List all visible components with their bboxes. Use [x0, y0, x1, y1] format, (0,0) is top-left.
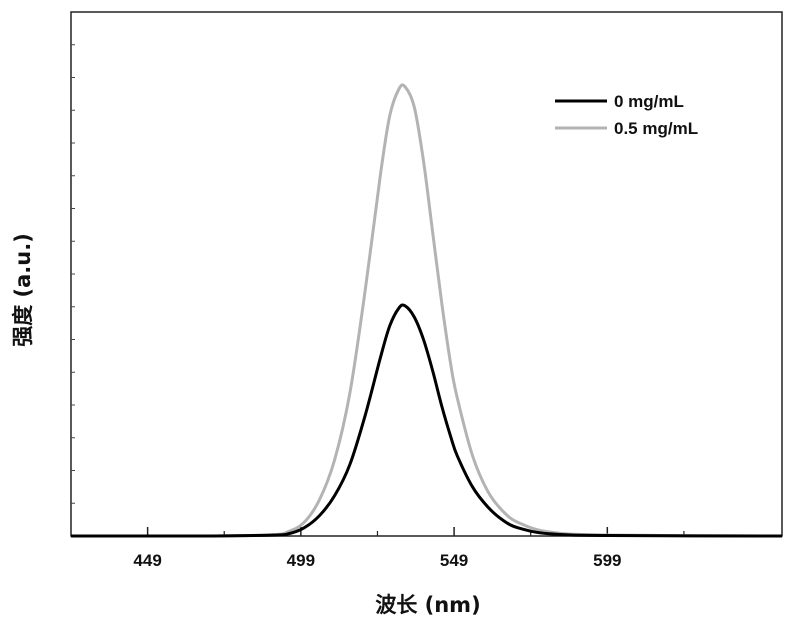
x-tick-label: 549: [440, 551, 468, 570]
series-layer: [71, 83, 783, 538]
series-line-0mg: [71, 303, 783, 538]
y-axis-label: 强度 (a.u.): [11, 233, 35, 347]
series-line-05mg: [71, 83, 783, 538]
x-tick-label: 499: [287, 551, 315, 570]
legend: 0 mg/mL 0.5 mg/mL: [555, 92, 698, 138]
y-axis-ticks: [71, 44, 75, 504]
legend-label-0mg: 0 mg/mL: [614, 92, 684, 111]
legend-label-05mg: 0.5 mg/mL: [614, 119, 698, 138]
x-tick-label: 599: [593, 551, 621, 570]
x-axis-ticks: 449 499 549 599: [133, 527, 685, 570]
plot-frame: [70, 11, 783, 537]
x-axis-label: 波长 (nm): [375, 593, 480, 617]
x-tick-label: 449: [133, 551, 161, 570]
